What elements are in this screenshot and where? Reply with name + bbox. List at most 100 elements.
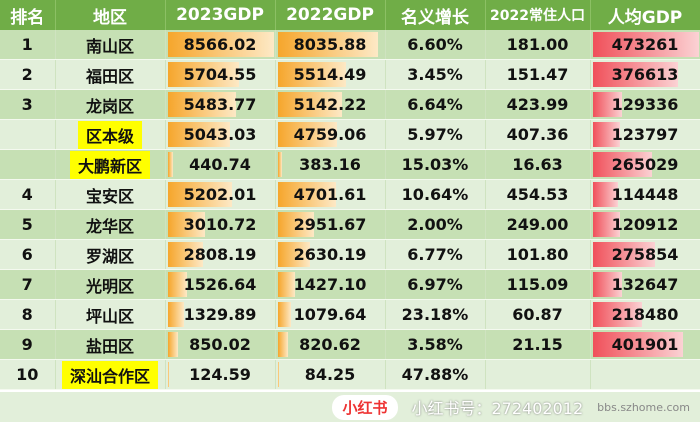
cell-growth: 10.64% [385,179,486,210]
data-bar [167,182,233,207]
growth-value: 10.64% [401,185,469,204]
cell-region: 盐田区 [55,329,166,360]
data-bar [167,242,203,267]
table-row: 区本级 5043.03 4759.06 5.97% 407.36 123797 [0,119,700,150]
rank-value: 8 [21,305,33,324]
cell-rank: 2 [0,59,56,90]
region-value: 坪山区 [85,306,134,326]
cell-growth: 23.18% [385,299,486,330]
cell-per_capita: 123797 [590,119,700,150]
header-rank: 排名 [0,0,56,30]
cell-rank: 5 [0,209,56,240]
gdp2023-value: 440.74 [189,155,251,174]
cell-growth: 5.97% [385,119,486,150]
data-bar [167,302,185,327]
data-bar [277,272,296,297]
region-value: 盐田区 [85,336,134,356]
rank-value: 2 [21,65,33,84]
cell-gdp2022: 4701.61 [275,179,386,210]
cell-pop: 115.09 [485,269,591,300]
cell-region: 光明区 [55,269,166,300]
cell-pop: 21.15 [485,329,591,360]
pop-value: 454.53 [506,185,569,204]
gdp2023-value: 5043.03 [183,125,257,144]
region-value: 罗湖区 [85,246,134,266]
cell-growth: 2.00% [385,209,486,240]
cell-per_capita: 401901 [590,329,700,360]
cell-growth: 47.88% [385,359,486,390]
cell-gdp2023: 1526.64 [165,269,276,300]
data-bar [167,62,239,87]
table-row: 大鹏新区 440.74 383.16 15.03% 16.63 265029 [0,149,700,180]
cell-region: 深汕合作区 [55,359,166,390]
pop-value: 181.00 [506,35,569,54]
data-bar [167,152,173,177]
pop-value: 407.36 [506,125,569,144]
table-row: 2 福田区 5704.55 5514.49 3.45% 151.47 376613 [0,59,700,90]
table-row: 1 南山区 8566.02 8035.88 6.60% 181.00 473261 [0,30,700,60]
growth-value: 23.18% [401,305,469,324]
gdp2022-value: 2630.19 [293,245,367,264]
cell-gdp2023: 440.74 [165,149,276,180]
per_capita-value: 401901 [611,335,679,354]
gdp2023-value: 1526.64 [183,275,257,294]
region-value: 南山区 [85,36,134,56]
gdp2022-value: 4701.61 [293,185,367,204]
rank-value: 5 [21,215,33,234]
data-bar [592,212,620,237]
cell-rank: 8 [0,299,56,330]
cell-gdp2023: 2808.19 [165,239,276,270]
pop-value: 423.99 [506,95,569,114]
per_capita-value: 129336 [611,95,679,114]
cell-gdp2023: 5483.77 [165,89,276,120]
cell-rank: 7 [0,269,56,300]
per_capita-value: 218480 [611,305,679,324]
rank-value: 6 [21,245,33,264]
growth-value: 6.60% [407,35,463,54]
cell-per_capita: 275854 [590,239,700,270]
table-row: 10 深汕合作区 124.59 84.25 47.88% [0,359,700,390]
per_capita-value: 275854 [611,245,679,264]
data-bar [277,242,311,267]
cell-pop: 101.80 [485,239,591,270]
growth-value: 3.58% [407,335,463,354]
data-bar [277,182,337,207]
cell-region: 福田区 [55,59,166,90]
data-bar [277,152,283,177]
region-value: 大鹏新区 [69,150,150,179]
gdp2022-value: 1427.10 [293,275,367,294]
cell-gdp2022: 5514.49 [275,59,386,90]
gdp2023-value: 5483.77 [183,95,257,114]
watermark-strip: 小红书 小红书号：272402012 bbs.szhome.com [0,392,700,422]
cell-rank [0,119,56,150]
cell-region: 南山区 [55,30,166,60]
pop-value: 21.15 [512,335,563,354]
cell-growth: 15.03% [385,149,486,180]
region-value: 龙岗区 [85,96,134,116]
pop-value: 16.63 [512,155,563,174]
growth-value: 3.45% [407,65,463,84]
gdp2022-value: 2951.67 [293,215,367,234]
cell-gdp2023: 850.02 [165,329,276,360]
gdp2023-value: 2808.19 [183,245,257,264]
cell-gdp2023: 5202.01 [165,179,276,210]
cell-per_capita [590,359,700,390]
growth-value: 5.97% [407,125,463,144]
cell-gdp2023: 5704.55 [165,59,276,90]
cell-per_capita: 132647 [590,269,700,300]
data-bar [277,32,378,57]
watermark-site: bbs.szhome.com [597,400,690,414]
cell-growth: 6.60% [385,30,486,60]
cell-pop: 151.47 [485,59,591,90]
data-bar [592,32,700,57]
cell-gdp2022: 4759.06 [275,119,386,150]
cell-rank: 6 [0,239,56,270]
per_capita-value: 132647 [611,275,679,294]
cell-pop: 423.99 [485,89,591,120]
pop-value: 115.09 [506,275,569,294]
cell-gdp2022: 8035.88 [275,30,386,60]
cell-gdp2023: 3010.72 [165,209,276,240]
table-row: 3 龙岗区 5483.77 5142.22 6.64% 423.99 129336 [0,89,700,120]
per_capita-value: 114448 [611,185,679,204]
data-bar [592,62,678,87]
